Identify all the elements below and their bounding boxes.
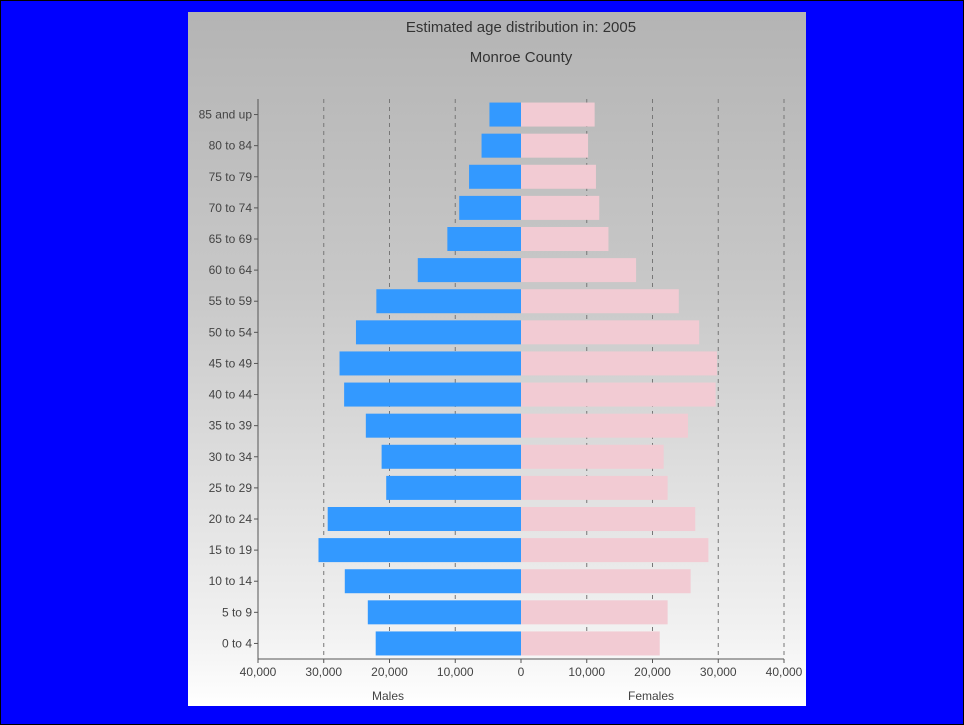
bar-males	[339, 351, 521, 376]
bar-males	[327, 507, 521, 531]
bar-males	[376, 289, 521, 314]
x-tick-label: 30,000	[305, 665, 342, 679]
chart-panel: Estimated age distribution in: 2005 Monr…	[188, 12, 806, 706]
y-tick-label: 50 to 54	[209, 325, 253, 339]
chart-title: Estimated age distribution in: 2005	[406, 19, 636, 36]
x-axis-label-females: Females	[628, 689, 674, 703]
bar-females	[521, 507, 696, 531]
bar-males	[367, 600, 521, 625]
x-tick-label: 0	[518, 665, 525, 679]
y-tick-label: 55 to 59	[209, 294, 253, 308]
y-tick-label: 70 to 74	[209, 201, 253, 215]
y-tick-label: 20 to 24	[209, 512, 253, 526]
y-tick-label: 40 to 44	[209, 388, 253, 402]
bars	[318, 102, 717, 656]
bar-females	[521, 538, 709, 563]
bar-females	[521, 164, 596, 189]
bar-males	[481, 133, 521, 158]
y-tick-label: 15 to 19	[209, 543, 253, 557]
y-tick-label: 85 and up	[199, 108, 253, 122]
y-tick-label: 75 to 79	[209, 170, 253, 184]
bar-males	[375, 631, 521, 656]
y-tick-label: 5 to 9	[222, 605, 252, 619]
bar-females	[521, 102, 595, 127]
bar-females	[521, 569, 691, 594]
bar-males	[489, 102, 521, 127]
bar-males	[344, 569, 521, 594]
axes: 85 and up 80 to 84 75 to 79 70 to 74 65 to 6…	[199, 99, 803, 679]
bar-males	[469, 164, 521, 189]
bar-females	[521, 351, 717, 376]
y-tick-label: 25 to 29	[209, 481, 253, 495]
bar-females	[521, 382, 716, 407]
bar-females	[521, 600, 668, 625]
bar-females	[521, 413, 689, 438]
x-tick-label: 10,000	[437, 665, 474, 679]
x-tick-label: 10,000	[568, 665, 605, 679]
y-tick-label: 65 to 69	[209, 232, 253, 246]
bar-females	[521, 258, 637, 283]
x-tick-label: 20,000	[371, 665, 408, 679]
bar-females	[521, 475, 668, 500]
population-pyramid-chart: Estimated age distribution in: 2005 Monr…	[199, 19, 803, 703]
bar-males	[344, 382, 521, 407]
y-tick-label: 0 to 4	[222, 636, 252, 650]
y-tick-label: 10 to 14	[209, 574, 253, 588]
bar-males	[381, 444, 521, 469]
y-tick-label: 30 to 34	[209, 450, 253, 464]
bar-males	[459, 195, 521, 220]
y-tick-label: 60 to 64	[209, 263, 253, 277]
bar-males	[447, 227, 521, 251]
bar-females	[521, 320, 700, 345]
bar-females	[521, 444, 664, 469]
bar-females	[521, 227, 609, 251]
x-tick-label: 40,000	[766, 665, 803, 679]
y-tick-label: 35 to 39	[209, 419, 253, 433]
bar-males	[318, 538, 521, 563]
y-tick-label: 45 to 49	[209, 356, 253, 370]
x-tick-label: 40,000	[240, 665, 277, 679]
x-axis-label-males: Males	[372, 689, 404, 703]
chart-subtitle: Monroe County	[470, 49, 573, 66]
bar-males	[417, 258, 521, 283]
y-tick-label: 80 to 84	[209, 139, 253, 153]
bar-males	[386, 475, 521, 500]
bar-males	[365, 413, 521, 438]
bar-females	[521, 631, 660, 656]
x-tick-label: 30,000	[700, 665, 737, 679]
bar-females	[521, 195, 600, 220]
bar-females	[521, 289, 679, 314]
x-tick-label: 20,000	[634, 665, 671, 679]
bar-females	[521, 133, 589, 158]
bar-males	[355, 320, 521, 345]
gridlines	[257, 99, 785, 659]
